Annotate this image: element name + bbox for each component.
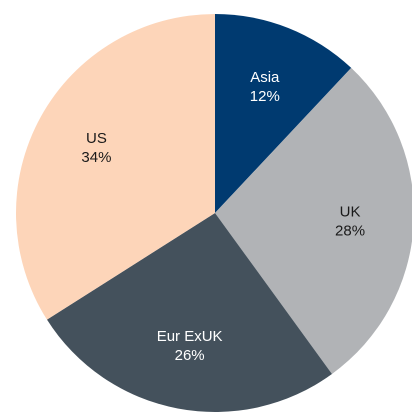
slice-label: US [86,130,107,147]
pie-slice [215,14,352,213]
slice-label: UK [340,203,361,220]
value-label: 12% [250,88,280,105]
value-label: 28% [335,222,365,239]
pie-slice [215,67,412,374]
slice-label: Asia [250,69,280,86]
value-label: 34% [81,149,111,166]
pie-slice [46,213,332,413]
value-label: 26% [175,347,205,364]
slice-label: Eur ExUK [157,328,223,345]
pie-slice [15,14,216,320]
